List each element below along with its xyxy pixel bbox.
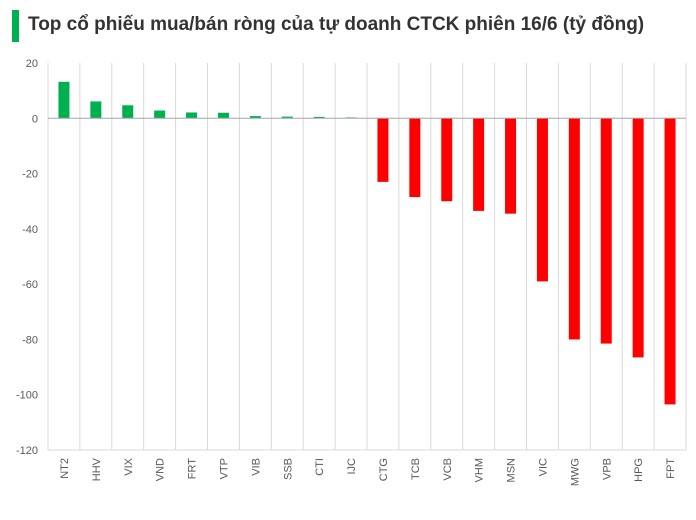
x-tick-label: VIC xyxy=(537,458,549,476)
y-tick-label: -80 xyxy=(22,334,38,346)
y-tick-label: 0 xyxy=(32,113,38,125)
grid-lines xyxy=(47,63,687,451)
bar-mwg xyxy=(568,118,580,340)
y-tick-label: 20 xyxy=(26,58,38,70)
bar-ssb xyxy=(281,116,293,119)
bar-vic xyxy=(536,118,548,282)
x-tick-label: HHV xyxy=(91,457,103,481)
bar-nt2 xyxy=(58,81,70,119)
bar-vnd xyxy=(154,110,166,119)
y-tick-label: -120 xyxy=(16,445,38,457)
x-tick-label: FRT xyxy=(187,458,199,479)
axes: 20 0 -20 -40 -60 -80 -100 -120 NT2 HHV VIX VND FRT VT… xyxy=(16,58,686,486)
x-tick-label: VHM xyxy=(474,458,486,482)
x-tick-label: VTP xyxy=(218,458,230,479)
x-tick-label: SSB xyxy=(282,458,294,480)
bar-vtp xyxy=(217,112,229,119)
x-tick-label: IJC xyxy=(346,458,358,475)
x-tick-label: MWG xyxy=(569,458,581,486)
x-tick-label: FPT xyxy=(665,458,677,479)
bar-fpt xyxy=(664,118,676,405)
bars xyxy=(58,81,676,405)
x-tick-label: CTG xyxy=(378,458,390,481)
y-tick-label: -20 xyxy=(22,169,38,181)
bar-cti xyxy=(313,116,325,119)
x-tick-label: TCB xyxy=(410,458,422,480)
bar-vhm xyxy=(473,118,485,211)
bar-msn xyxy=(505,118,517,214)
x-tick-label: VIB xyxy=(250,458,262,476)
x-tick-label: VIX xyxy=(123,457,135,475)
x-tick-label: NT2 xyxy=(59,458,71,479)
x-tick-label: MSN xyxy=(506,458,518,483)
y-tick-label: -60 xyxy=(22,279,38,291)
bar-frt xyxy=(186,112,198,119)
bar-vix xyxy=(122,105,134,119)
bar-tcb xyxy=(409,118,421,198)
y-tick-label: -100 xyxy=(16,390,38,402)
chart-title: Top cổ phiếu mua/bán ròng của tự doanh C… xyxy=(28,14,645,35)
x-tick-label: VPB xyxy=(601,458,613,480)
x-tick-label: HPG xyxy=(633,458,645,482)
x-tick-label: VCB xyxy=(442,458,454,481)
title-accent-bar xyxy=(12,10,19,42)
y-tick-label: -40 xyxy=(22,224,38,236)
bar-vcb xyxy=(441,118,453,202)
bar-vpb xyxy=(600,118,612,344)
x-tick-label: CTI xyxy=(314,458,326,476)
bar-vib xyxy=(249,116,261,119)
bar-hhv xyxy=(90,101,102,119)
bar-hpg xyxy=(632,118,644,358)
x-tick-label: VND xyxy=(155,458,167,481)
bar-ctg xyxy=(377,118,389,182)
